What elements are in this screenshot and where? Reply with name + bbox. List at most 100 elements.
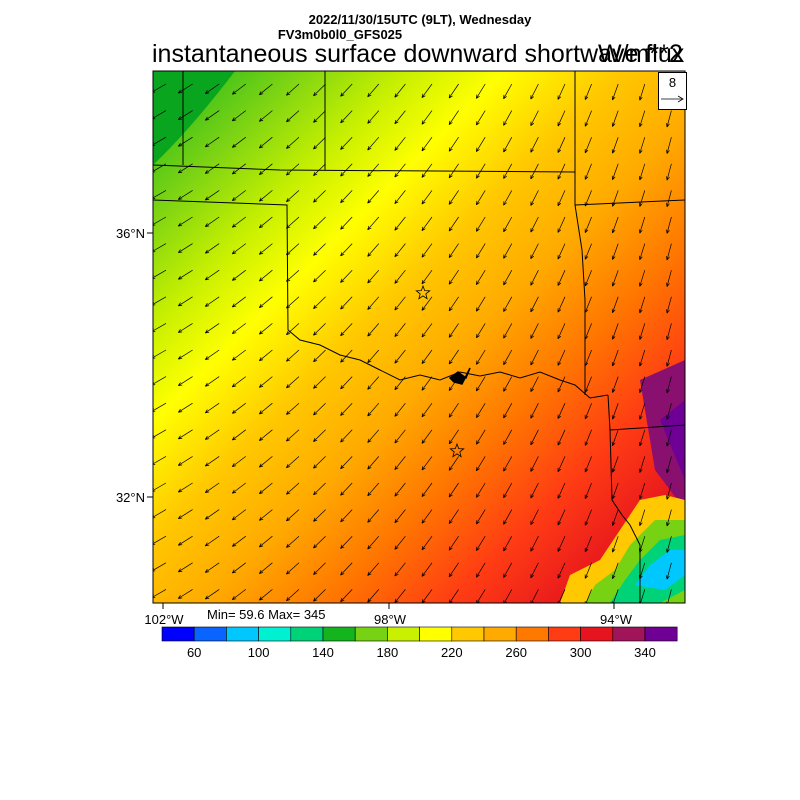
wind-arrow-icon [286,323,300,336]
vector-reference-value: 8 [668,75,677,90]
wind-arrow-icon [530,376,539,393]
wind-arrow-icon [313,509,326,522]
wind-arrow-icon [313,535,326,549]
wind-arrow-icon [503,137,513,153]
wind-arrow-icon [313,429,326,442]
wind-arrow-icon [313,402,326,416]
wind-arrow-icon [177,269,193,280]
wind-arrow-icon [666,323,672,341]
colorbar-swatch [161,626,195,642]
wind-arrow-icon [475,403,486,418]
wind-arrow-icon [394,535,406,550]
wind-arrow-icon [367,402,380,417]
wind-arrow-icon [394,402,406,417]
wind-arrow-icon [340,216,353,230]
wind-arrow-icon [638,270,646,287]
wind-arrow-icon [448,536,459,551]
wind-arrow-icon [340,190,353,204]
wind-arrow-icon [394,110,406,125]
wind-arrow-icon [286,402,300,415]
wind-arrow-icon [666,110,672,128]
wind-arrow-icon [204,269,220,281]
wind-arrow-icon [503,562,513,578]
wind-arrow-icon [638,376,646,394]
colorbar: 60 100 140 180 220 260 300 340 [161,626,678,660]
wind-arrow-icon [557,456,566,473]
wind-arrow-icon [421,429,433,444]
wind-arrow-icon [475,482,486,498]
wind-arrow-icon [666,536,672,553]
wind-arrow-icon [286,190,300,203]
wind-arrow-icon [177,429,193,440]
wind-arrow-icon [666,163,672,181]
wind-arrow-icon [177,562,193,573]
wind-arrow-icon [231,482,247,494]
wind-vector-layer [153,83,672,603]
wind-arrow-icon [204,163,220,174]
wind-arrow-icon [421,269,433,285]
wind-arrow-icon [204,535,220,547]
shading-field [153,71,685,603]
wind-arrow-icon [530,456,539,472]
wind-arrow-icon [367,296,380,310]
wind-arrow-icon [231,243,247,255]
wind-arrow-icon [448,403,459,418]
wind-arrow-icon [313,83,326,97]
wind-arrow-icon [557,429,566,446]
wind-arrow-icon [503,376,513,392]
wind-arrow-icon [530,349,539,366]
wind-arrow-icon [475,349,486,365]
wind-arrow-icon [204,509,220,520]
wind-arrow-icon [340,243,353,257]
colorbar-tick-label: 300 [570,645,592,660]
wind-arrow-icon [286,136,300,149]
wind-arrow-icon [611,296,619,314]
wind-arrow-icon [503,589,513,603]
wind-arrow-icon [340,429,353,443]
wind-arrow-icon [367,349,380,364]
wind-arrow-icon [584,536,592,553]
wind-arrow-icon [340,296,353,310]
wind-arrow-icon [177,323,193,333]
wind-arrow-icon [258,110,273,122]
wind-arrow-icon [204,456,220,467]
wind-arrow-icon [638,216,646,234]
wind-arrow-icon [503,403,513,419]
wind-arrow-icon [204,429,220,440]
state-border-ok-ar [574,71,586,395]
wind-arrow-icon [313,562,326,575]
wind-arrow-icon [367,562,380,576]
wind-arrow-icon [286,110,300,123]
colorbar-swatch [580,626,614,642]
wind-arrow-icon [475,323,486,339]
wind-arrow-icon [231,562,247,574]
wind-arrow-icon [503,349,513,366]
lon-label-94w: 94°W [600,612,633,627]
wind-arrow-icon [204,216,220,228]
state-border-mo-ar [574,199,685,206]
wind-arrow-icon [666,243,672,261]
wind-arrow-icon [367,136,380,151]
wind-arrow-icon [638,190,646,207]
wind-arrow-icon [638,429,646,447]
wind-arrow-icon [204,136,220,148]
colorbar-swatch [387,626,420,642]
wind-arrow-icon [313,163,326,176]
wind-arrow-icon [557,403,566,419]
city-star-icon [415,284,431,300]
wind-arrow-icon [557,296,566,313]
wind-arrow-icon [421,402,433,418]
wind-arrow-icon [231,110,247,122]
wind-arrow-icon [313,243,326,256]
wind-arrow-icon [204,349,220,361]
wind-arrow-icon [611,509,619,526]
wind-arrow-icon [340,83,353,97]
wind-arrow-icon [313,349,326,363]
wind-arrow-icon [666,509,672,527]
wind-arrow-icon [611,429,619,447]
wind-arrow-icon [530,536,539,552]
wind-arrow-icon [530,296,539,313]
wind-arrow-icon [611,137,619,154]
wind-arrow-icon [258,243,273,255]
wind-arrow-icon [367,83,380,98]
